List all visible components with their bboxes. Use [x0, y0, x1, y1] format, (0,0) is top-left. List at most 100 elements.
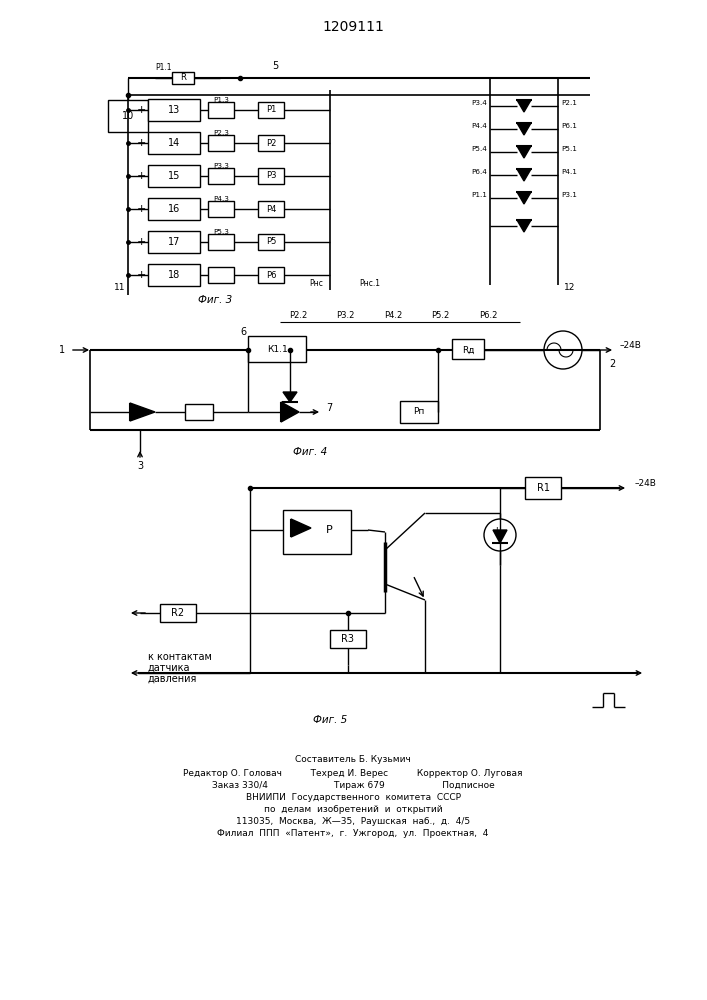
- Bar: [208, 135, 234, 151]
- Text: Р3.2: Р3.2: [336, 312, 354, 320]
- Text: +: +: [136, 138, 146, 148]
- Text: Р6.2: Р6.2: [479, 312, 497, 320]
- Text: P1.1: P1.1: [155, 64, 171, 73]
- Text: +: +: [136, 105, 146, 115]
- Bar: [258, 135, 284, 151]
- Text: Pнс: Pнс: [309, 278, 323, 288]
- Text: Р1.1: Р1.1: [471, 192, 487, 198]
- Bar: [208, 267, 234, 283]
- Text: Rд: Rд: [462, 346, 474, 355]
- Bar: [185, 404, 213, 420]
- Text: 16: 16: [168, 204, 180, 214]
- Bar: [148, 132, 200, 154]
- Text: 15: 15: [168, 171, 180, 181]
- Bar: [148, 165, 200, 187]
- Polygon shape: [517, 220, 531, 232]
- Text: Р2.1: Р2.1: [561, 100, 577, 106]
- Text: 2: 2: [609, 359, 615, 369]
- Polygon shape: [517, 169, 531, 181]
- Polygon shape: [130, 403, 155, 421]
- Text: 18: 18: [168, 270, 180, 280]
- Bar: [258, 168, 284, 184]
- Text: Р2.2: Р2.2: [289, 312, 307, 320]
- Text: L: L: [495, 528, 499, 536]
- Text: Pп: Pп: [414, 408, 425, 416]
- Text: 6: 6: [240, 327, 246, 337]
- Bar: [208, 168, 234, 184]
- Text: 1: 1: [59, 345, 65, 355]
- Text: Р6: Р6: [266, 270, 276, 279]
- Text: Р3.3: Р3.3: [213, 163, 229, 169]
- Polygon shape: [517, 146, 531, 158]
- Text: Фиг. 3: Фиг. 3: [198, 295, 232, 305]
- Bar: [258, 267, 284, 283]
- Text: Р2: Р2: [266, 138, 276, 147]
- Text: R2: R2: [171, 608, 185, 618]
- Text: 113035,  Москва,  Ж—35,  Раушская  наб.,  д.  4/5: 113035, Москва, Ж—35, Раушская наб., д. …: [236, 816, 470, 826]
- Text: Р1: Р1: [266, 105, 276, 114]
- Bar: [160, 604, 196, 622]
- Bar: [258, 234, 284, 250]
- Text: по  делам  изобретений  и  открытий: по делам изобретений и открытий: [264, 804, 443, 814]
- Text: давления: давления: [148, 674, 197, 684]
- Text: Фиг. 4: Фиг. 4: [293, 447, 327, 457]
- Text: R1: R1: [537, 483, 549, 493]
- Text: –24В: –24В: [635, 479, 657, 488]
- Text: R: R: [180, 74, 186, 83]
- Bar: [148, 99, 200, 121]
- Text: к контактам: к контактам: [148, 652, 212, 662]
- Text: Р4.3: Р4.3: [213, 196, 229, 202]
- Text: Р3.4: Р3.4: [471, 100, 487, 106]
- Text: Р4.1: Р4.1: [561, 169, 577, 175]
- Text: Р4.2: Р4.2: [384, 312, 402, 320]
- Text: P: P: [326, 525, 332, 535]
- Text: 12: 12: [564, 284, 575, 292]
- Text: 11: 11: [115, 284, 126, 292]
- Text: Заказ 330/4                       Тираж 679                    Подписное: Заказ 330/4 Тираж 679 Подписное: [211, 780, 494, 790]
- Text: Р3.1: Р3.1: [561, 192, 577, 198]
- Text: Составитель Б. Кузьмич: Составитель Б. Кузьмич: [295, 756, 411, 764]
- Text: Р4: Р4: [266, 205, 276, 214]
- Text: –24В: –24В: [620, 340, 642, 350]
- Text: 10: 10: [122, 111, 134, 121]
- Text: К1.1: К1.1: [267, 346, 287, 355]
- Text: Р5: Р5: [266, 237, 276, 246]
- Bar: [148, 198, 200, 220]
- Text: Р5.4: Р5.4: [471, 146, 487, 152]
- Bar: [172, 72, 194, 84]
- Bar: [208, 102, 234, 118]
- Text: Р5.3: Р5.3: [213, 229, 229, 235]
- Text: 7: 7: [326, 403, 332, 413]
- Text: R3: R3: [341, 634, 354, 644]
- Bar: [248, 336, 306, 362]
- Text: Р4.4: Р4.4: [471, 123, 487, 129]
- Text: Р1.3: Р1.3: [213, 97, 229, 103]
- Bar: [400, 401, 438, 423]
- Text: Pнс.1: Pнс.1: [359, 278, 380, 288]
- Bar: [208, 234, 234, 250]
- Text: +: +: [136, 270, 146, 280]
- Bar: [258, 201, 284, 217]
- Text: датчика: датчика: [148, 663, 190, 673]
- Text: Фиг. 5: Фиг. 5: [313, 715, 347, 725]
- Text: +: +: [136, 237, 146, 247]
- Polygon shape: [517, 192, 531, 204]
- Bar: [283, 510, 351, 554]
- Bar: [148, 231, 200, 253]
- Text: Филиал  ППП  «Патент»,  г.  Ужгород,  ул.  Проектная,  4: Филиал ППП «Патент», г. Ужгород, ул. Про…: [217, 828, 489, 838]
- Text: +: +: [136, 171, 146, 181]
- Text: 14: 14: [168, 138, 180, 148]
- Text: 5: 5: [272, 61, 278, 71]
- Bar: [452, 339, 484, 359]
- Polygon shape: [291, 519, 311, 537]
- Text: Р6.4: Р6.4: [471, 169, 487, 175]
- Text: Р5.2: Р5.2: [431, 312, 449, 320]
- Bar: [108, 100, 148, 132]
- Polygon shape: [283, 392, 297, 402]
- Text: +: +: [136, 204, 146, 214]
- Bar: [208, 201, 234, 217]
- Bar: [258, 102, 284, 118]
- Text: Редактор О. Головач          Техред И. Верес          Корректор О. Луговая: Редактор О. Головач Техред И. Верес Корр…: [183, 768, 522, 778]
- Text: 17: 17: [168, 237, 180, 247]
- Text: ВНИИПИ  Государственного  комитета  СССР: ВНИИПИ Государственного комитета СССР: [245, 792, 460, 802]
